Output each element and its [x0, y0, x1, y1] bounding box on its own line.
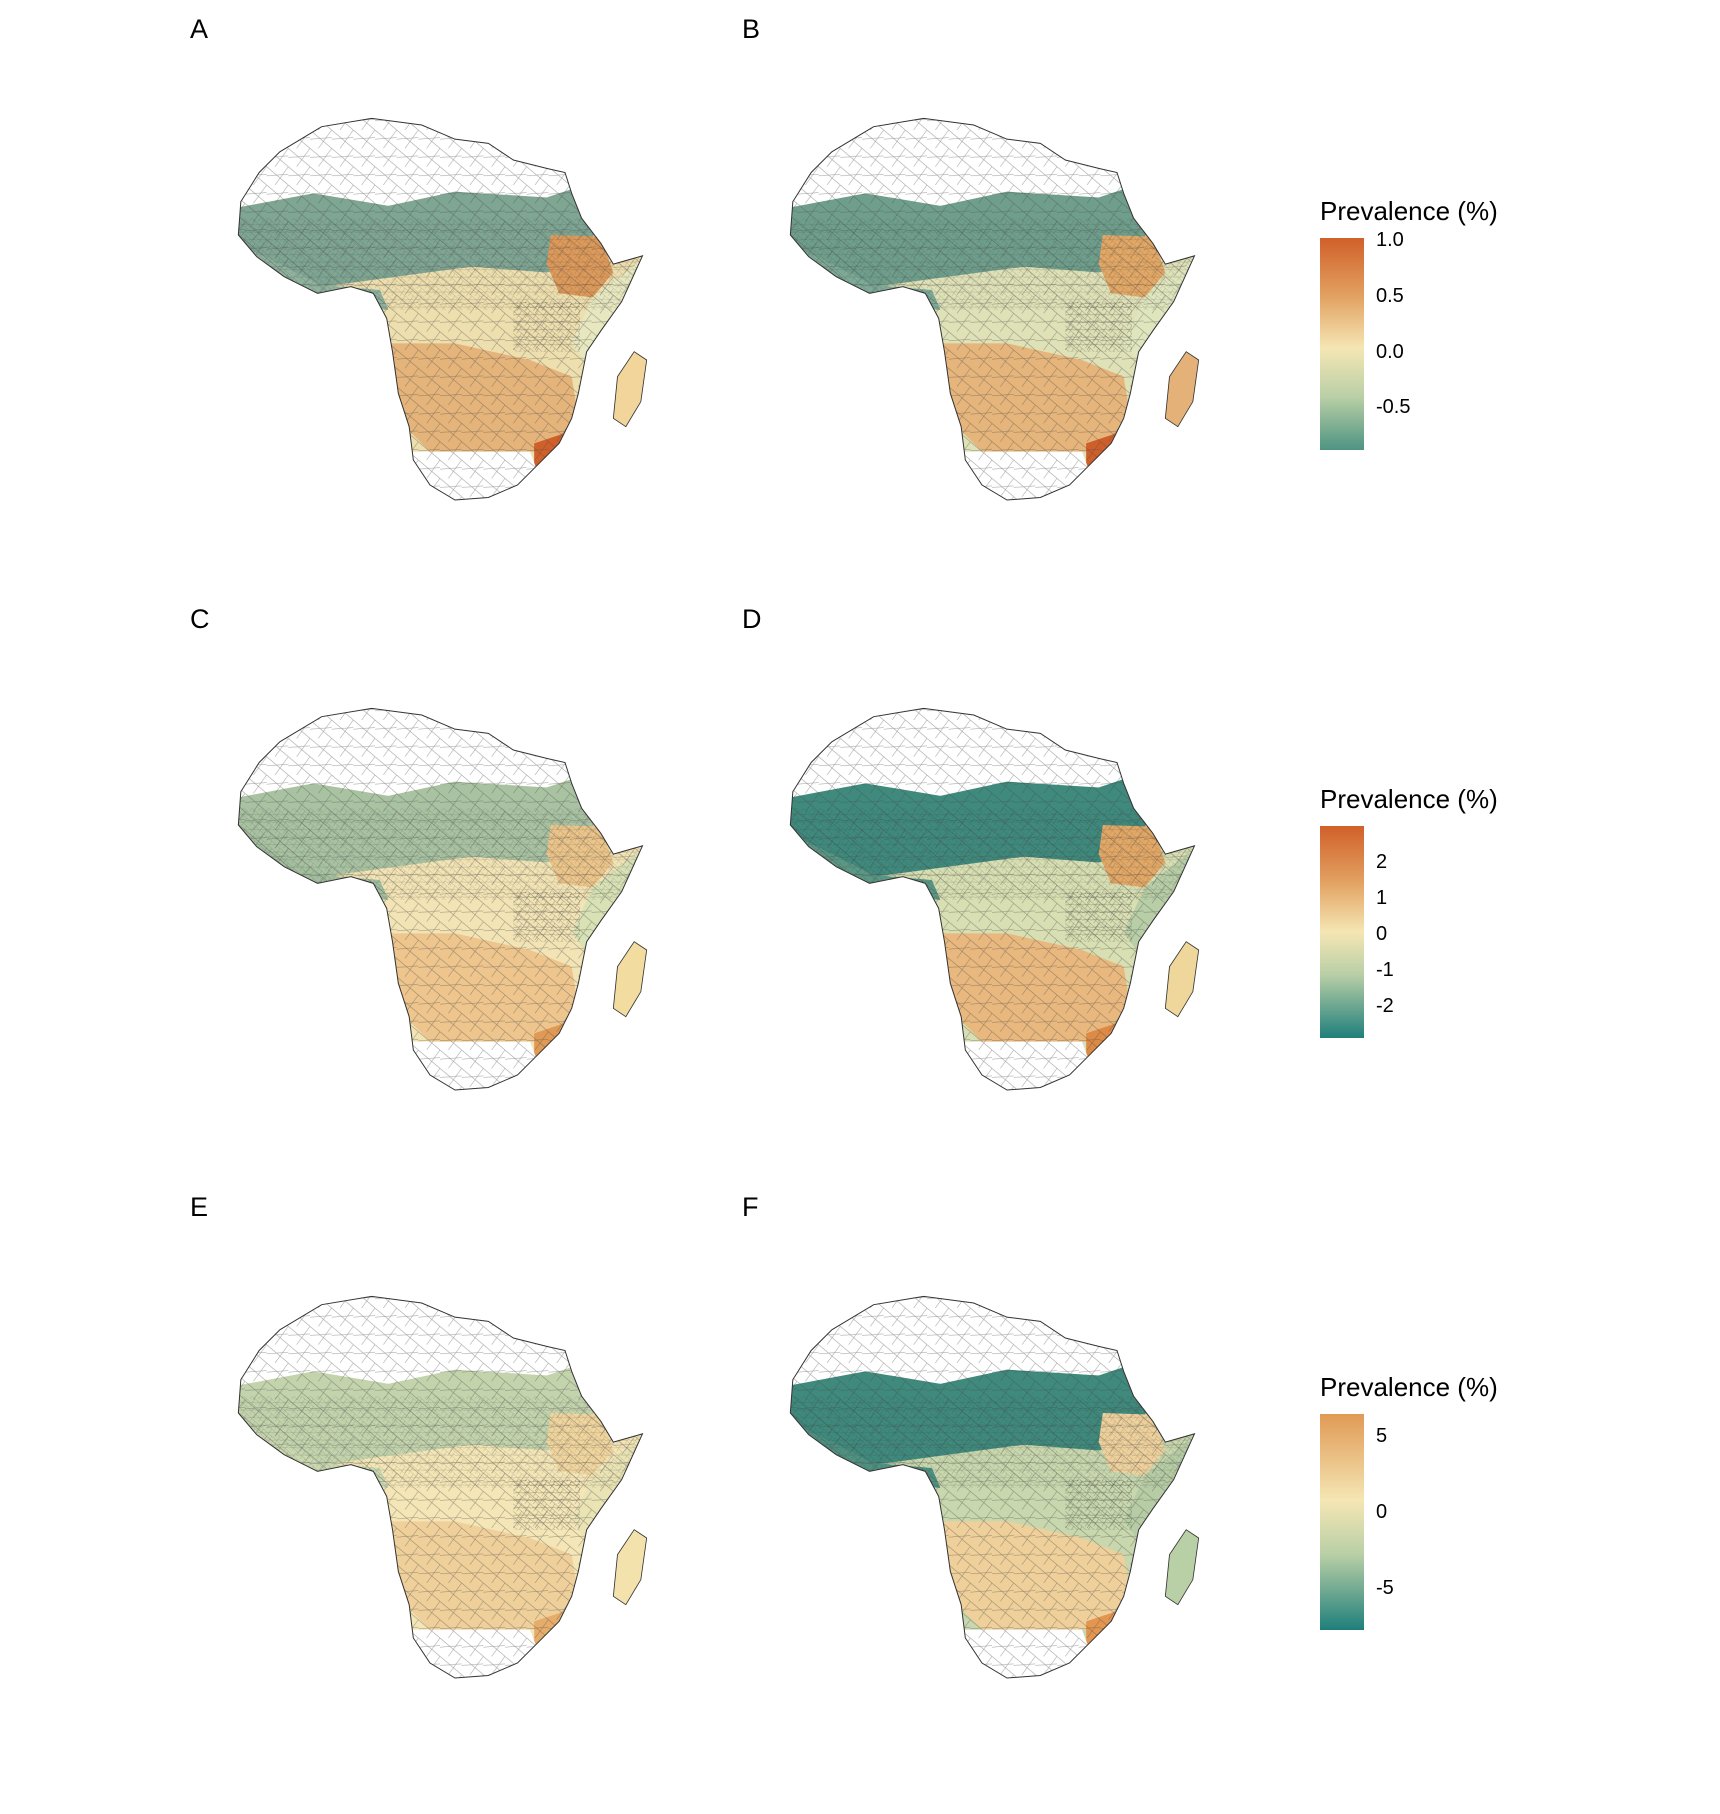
madagascar-region [612, 941, 648, 1018]
madagascar-region [1164, 1529, 1200, 1606]
legend-title: Prevalence (%) [1320, 784, 1498, 814]
legend-ab: Prevalence (%) 1.0 0.5 0.0 -0.5 [1320, 196, 1520, 456]
africa-map [789, 117, 1200, 501]
legend-tick-label: 0.5 [1376, 285, 1404, 307]
africa-map [789, 707, 1200, 1091]
madagascar-region [612, 351, 648, 428]
legend-tick-label: 0 [1376, 1501, 1388, 1523]
legend-tick-label: 1 [1376, 887, 1388, 909]
panel-label-f: F [742, 1192, 759, 1222]
legend-cd: Prevalence (%) 2 1 0 -1 -2 [1320, 784, 1520, 1044]
legend-tick-label: 5 [1376, 1425, 1388, 1447]
legend-tick-label: 0.0 [1376, 341, 1404, 363]
panel-label-b: B [742, 14, 761, 44]
panel-label-a: A [190, 14, 209, 44]
legend-tick-label: 1.0 [1376, 229, 1404, 251]
africa-map [789, 1295, 1200, 1679]
africa-map [237, 1295, 648, 1679]
legend-title: Prevalence (%) [1320, 1372, 1498, 1402]
panel-label-d: D [742, 604, 762, 634]
madagascar-region [1164, 351, 1200, 428]
map-panel-d [732, 640, 1232, 1160]
map-panel-a [180, 50, 680, 570]
legend-tick-label: 2 [1376, 851, 1388, 873]
legend-tick-label: -2 [1376, 995, 1394, 1017]
legend-tick-label: -0.5 [1376, 396, 1411, 418]
madagascar-region [612, 1529, 648, 1606]
legend-tick-label: 0 [1376, 923, 1388, 945]
panel-label-c: C [190, 604, 210, 634]
legend-colorbar [1320, 826, 1364, 1038]
legend-colorbar [1320, 1414, 1364, 1630]
legend-ef: Prevalence (%) 5 0 -5 [1320, 1372, 1520, 1632]
map-panel-f [732, 1228, 1232, 1748]
africa-map [237, 707, 648, 1091]
legend-colorbar [1320, 238, 1364, 450]
africa-map [237, 117, 648, 501]
legend-tick-label: -5 [1376, 1577, 1394, 1599]
map-panel-b [732, 50, 1232, 570]
panel-label-e: E [190, 1192, 209, 1222]
map-panel-e [180, 1228, 680, 1748]
legend-title: Prevalence (%) [1320, 196, 1498, 226]
madagascar-region [1164, 941, 1200, 1018]
map-panel-c [180, 640, 680, 1160]
legend-tick-label: -1 [1376, 959, 1394, 981]
